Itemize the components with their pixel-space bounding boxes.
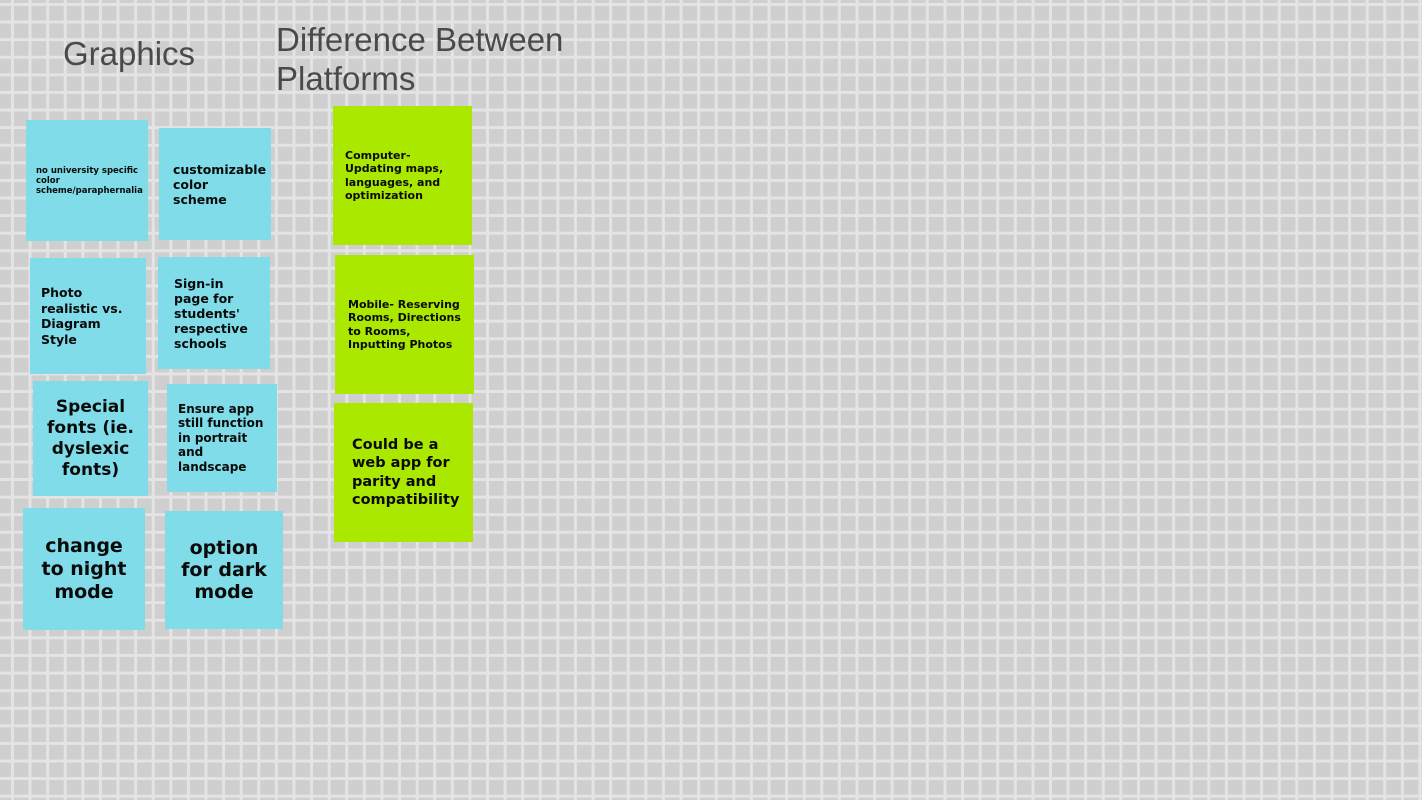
platforms-heading: Difference Between Platforms [276,21,564,97]
sticky-note-text: customizable color scheme [173,161,267,207]
sticky-note-photo-realistic[interactable]: Photo realistic vs. Diagram Style [30,258,146,374]
sticky-note-special-fonts[interactable]: Special fonts (ie. dyslexic fonts) [33,381,148,496]
sticky-note-university-scheme[interactable]: no university specific color scheme/para… [26,120,148,241]
sticky-note-text: Sign-in page for students' respective sc… [174,275,248,351]
sticky-note-text: option for dark mode [181,537,267,603]
sticky-note-text: Photo realistic vs. Diagram Style [41,285,123,347]
sticky-note-text: Mobile- Reserving Rooms, Directions to R… [348,297,461,352]
sticky-note-sign-in-page[interactable]: Sign-in page for students' respective sc… [158,257,270,369]
sticky-note-dark-mode[interactable]: option for dark mode [165,511,283,629]
sticky-note-computer[interactable]: Computer-Updating maps, languages, and o… [333,106,472,245]
sticky-note-mobile[interactable]: Mobile- Reserving Rooms, Directions to R… [335,255,474,394]
sticky-note-text: Ensure app still function in portrait an… [178,401,264,474]
sticky-note-web-app[interactable]: Could be a web app for parity and compat… [334,403,473,542]
graphics-heading: Graphics [63,35,196,72]
sticky-note-customizable-color[interactable]: customizable color scheme [159,128,271,240]
sticky-note-text: Special fonts (ie. dyslexic fonts) [47,396,134,480]
sticky-note-text: no university specific color scheme/para… [36,165,143,196]
sticky-note-portrait-landscape[interactable]: Ensure app still function in portrait an… [167,384,277,492]
sticky-note-night-mode[interactable]: change to night mode [23,508,145,630]
sticky-note-text: Could be a web app for parity and compat… [352,436,460,509]
sticky-note-text: Computer-Updating maps, languages, and o… [345,148,444,203]
sticky-note-text: change to night mode [41,534,127,603]
